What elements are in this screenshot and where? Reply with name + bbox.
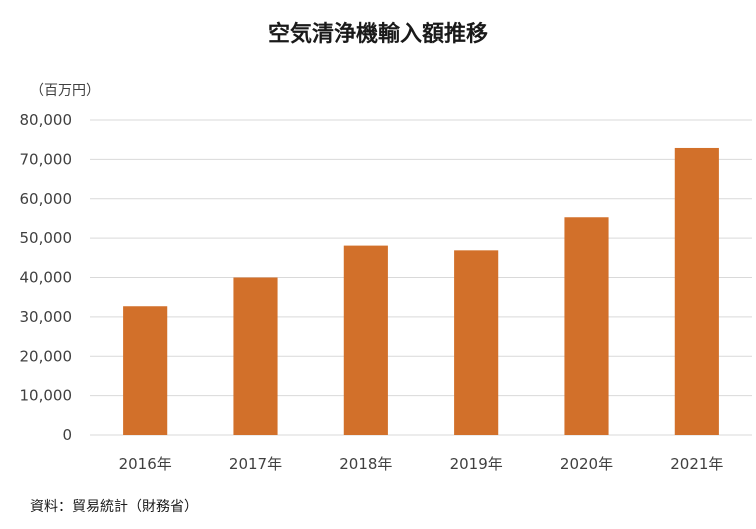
y-tick-label: 10,000 xyxy=(20,387,73,405)
bar-2019年 xyxy=(454,250,499,435)
y-tick-label: 30,000 xyxy=(20,308,73,326)
y-tick-label: 0 xyxy=(62,426,72,444)
y-tick-label: 60,000 xyxy=(20,190,73,208)
y-tick-label: 70,000 xyxy=(20,150,73,168)
x-tick-label: 2017年 xyxy=(229,455,282,473)
x-tick-label: 2020年 xyxy=(560,455,613,473)
bar-2016年 xyxy=(123,306,168,435)
x-tick-label: 2018年 xyxy=(339,455,392,473)
y-axis-unit-label: （百万円） xyxy=(30,83,100,99)
y-tick-label: 80,000 xyxy=(20,111,73,129)
chart-title: 空気清浄機輸入額推移 xyxy=(267,22,488,47)
y-tick-label: 20,000 xyxy=(20,347,73,365)
y-tick-label: 50,000 xyxy=(20,229,73,247)
bar-2021年 xyxy=(674,147,719,436)
x-tick-label: 2016年 xyxy=(119,455,172,473)
source-note: 資料：貿易統計（財務省） xyxy=(30,499,198,515)
bar-2020年 xyxy=(564,217,609,435)
bar-2017年 xyxy=(233,277,278,435)
bar-2018年 xyxy=(343,245,388,435)
x-tick-label: 2019年 xyxy=(450,455,503,473)
x-tick-label: 2021年 xyxy=(670,455,723,473)
y-tick-label: 40,000 xyxy=(20,269,73,287)
